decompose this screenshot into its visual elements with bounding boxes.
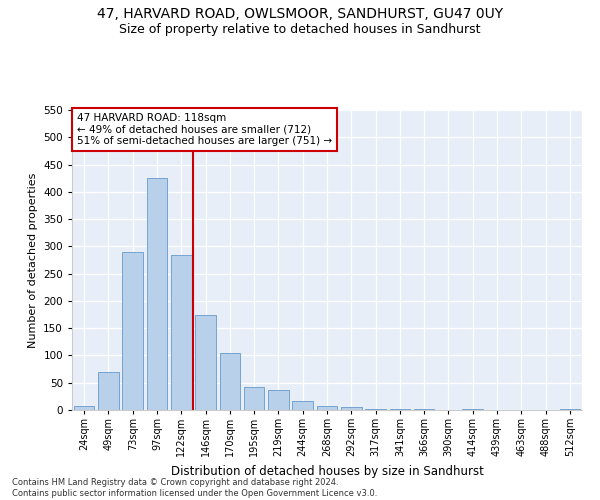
Bar (365, 409, 386, 410)
Bar (98, 372, 119, 410)
Bar (220, 352, 240, 410)
Bar (122, 252, 143, 410)
Y-axis label: Number of detached properties: Number of detached properties (28, 172, 38, 348)
Bar (195, 314, 216, 410)
Text: Contains HM Land Registry data © Crown copyright and database right 2024.
Contai: Contains HM Land Registry data © Crown c… (12, 478, 377, 498)
Bar (74, 406, 94, 410)
Bar (560, 409, 580, 410)
Text: 47, HARVARD ROAD, OWLSMOOR, SANDHURST, GU47 0UY: 47, HARVARD ROAD, OWLSMOOR, SANDHURST, G… (97, 8, 503, 22)
Bar (317, 406, 337, 410)
Bar (146, 178, 167, 410)
Bar (244, 386, 265, 410)
Bar (171, 254, 191, 410)
X-axis label: Distribution of detached houses by size in Sandhurst: Distribution of detached houses by size … (170, 464, 484, 477)
Bar (268, 390, 289, 410)
Bar (341, 408, 362, 410)
Text: 47 HARVARD ROAD: 118sqm
← 49% of detached houses are smaller (712)
51% of semi-d: 47 HARVARD ROAD: 118sqm ← 49% of detache… (77, 113, 332, 146)
Bar (292, 402, 313, 410)
Text: Size of property relative to detached houses in Sandhurst: Size of property relative to detached ho… (119, 22, 481, 36)
